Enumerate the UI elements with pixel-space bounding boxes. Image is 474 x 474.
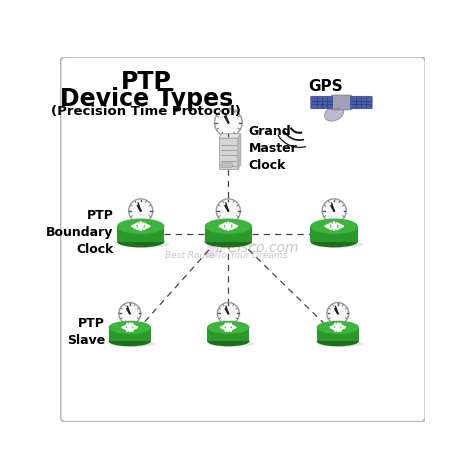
Ellipse shape [118, 241, 170, 248]
Circle shape [226, 325, 231, 330]
Polygon shape [205, 226, 252, 242]
Polygon shape [219, 134, 241, 138]
Polygon shape [109, 328, 151, 341]
Circle shape [218, 302, 239, 324]
Text: Device Types: Device Types [60, 87, 233, 111]
Text: PTP
Slave: PTP Slave [67, 318, 105, 347]
Ellipse shape [205, 241, 257, 248]
Circle shape [129, 312, 131, 314]
Text: IPCisco.com: IPCisco.com [216, 241, 299, 255]
Text: Best Route To Your Dreams: Best Route To Your Dreams [165, 251, 288, 260]
FancyBboxPatch shape [311, 96, 332, 109]
Circle shape [327, 302, 349, 324]
Text: PTP
Boundary
Clock: PTP Boundary Clock [46, 209, 113, 255]
Ellipse shape [318, 341, 364, 347]
Circle shape [322, 199, 346, 223]
Circle shape [128, 199, 153, 223]
FancyBboxPatch shape [331, 95, 352, 110]
Circle shape [228, 312, 229, 314]
Ellipse shape [109, 321, 151, 334]
Circle shape [140, 210, 142, 212]
Circle shape [335, 325, 340, 330]
FancyBboxPatch shape [61, 57, 425, 422]
Ellipse shape [325, 106, 344, 121]
Ellipse shape [205, 219, 252, 234]
Circle shape [226, 223, 231, 229]
Ellipse shape [109, 341, 156, 347]
Ellipse shape [207, 321, 249, 334]
Ellipse shape [310, 236, 358, 247]
Text: PTP: PTP [121, 70, 172, 94]
Text: GPS: GPS [309, 79, 343, 93]
Ellipse shape [207, 336, 249, 346]
Circle shape [228, 210, 229, 212]
Polygon shape [117, 226, 164, 242]
Ellipse shape [311, 241, 363, 248]
Circle shape [138, 223, 144, 229]
Text: Grand
Master
Clock: Grand Master Clock [248, 125, 297, 172]
Circle shape [333, 210, 335, 212]
Circle shape [214, 109, 242, 137]
Ellipse shape [208, 341, 255, 347]
Ellipse shape [109, 336, 151, 346]
FancyBboxPatch shape [221, 163, 232, 167]
Circle shape [331, 223, 337, 229]
Polygon shape [317, 328, 359, 341]
Circle shape [216, 199, 240, 223]
Circle shape [127, 325, 132, 330]
Text: (Precision Time Protocol): (Precision Time Protocol) [51, 105, 241, 118]
Circle shape [337, 312, 339, 314]
Polygon shape [310, 226, 358, 242]
Polygon shape [238, 134, 241, 169]
Ellipse shape [117, 236, 164, 247]
Polygon shape [219, 138, 238, 169]
Ellipse shape [117, 219, 164, 234]
Ellipse shape [317, 321, 359, 334]
FancyBboxPatch shape [351, 96, 372, 109]
Polygon shape [207, 328, 249, 341]
Polygon shape [203, 237, 219, 258]
Circle shape [227, 121, 229, 124]
Ellipse shape [310, 219, 358, 234]
Circle shape [119, 302, 141, 324]
Ellipse shape [317, 336, 359, 346]
Ellipse shape [205, 236, 252, 247]
